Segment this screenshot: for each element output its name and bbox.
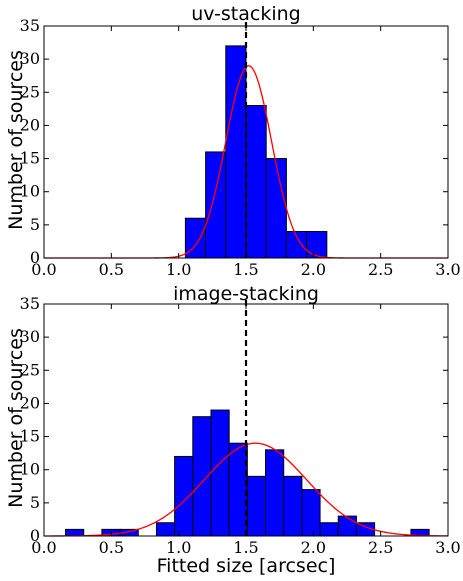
histogram-bar [301, 489, 321, 537]
chart-title: image-stacking [173, 283, 319, 305]
y-tick-label: 15 [20, 427, 40, 446]
x-tick-label: 2.0 [301, 538, 326, 557]
y-tick-label: 25 [20, 82, 40, 101]
y-tick-label: 5 [30, 215, 40, 234]
histogram-bar [319, 522, 339, 537]
y-ticks: 0 5 10 15 20 25 30 35 [20, 294, 448, 545]
histogram-bar [246, 475, 267, 537]
y-tick-label: 25 [20, 360, 40, 379]
chart-title: uv-stacking [191, 3, 300, 25]
bars [184, 45, 328, 259]
histogram-bar [155, 522, 176, 537]
y-tick-label: 0 [30, 526, 40, 545]
histogram-bar [265, 158, 287, 259]
histogram-bar [245, 105, 267, 259]
panel-image-stacking: image-stacking Number of sources 0.0 0.5 1… [5, 283, 461, 577]
y-tick-label: 0 [30, 248, 40, 267]
histogram-bar [265, 449, 285, 537]
x-tick-label: 0.5 [99, 260, 124, 279]
y-tick-label: 10 [20, 182, 40, 201]
y-tick-label: 35 [20, 294, 40, 313]
x-tick-label: 1.5 [233, 538, 258, 557]
histogram-bar [174, 455, 194, 537]
histogram-bar [283, 475, 303, 537]
y-tick-label: 10 [20, 460, 40, 479]
y-tick-label: 15 [20, 149, 40, 168]
x-tick-label: 1.5 [233, 260, 258, 279]
y-tick-label: 5 [30, 493, 40, 512]
x-tick-label: 3.0 [435, 260, 460, 279]
histogram-bar [306, 230, 328, 259]
x-tick-label: 0.0 [31, 538, 56, 557]
histogram-bar [205, 151, 227, 259]
bars [65, 409, 430, 537]
histogram-bar [210, 409, 230, 537]
y-tick-label: 20 [20, 115, 40, 134]
x-tick-label: 0.5 [99, 538, 124, 557]
x-tick-label: 1.0 [166, 260, 191, 279]
y-tick-label: 30 [20, 327, 40, 346]
histogram-bar [192, 416, 212, 537]
x-tick-label: 0.0 [31, 260, 56, 279]
x-ticks: 0.0 0.5 1.0 1.5 2.0 2.5 3.0 [31, 26, 461, 279]
y-tick-label: 30 [20, 49, 40, 68]
x-tick-label: 2.5 [368, 538, 393, 557]
y-tick-label: 35 [20, 16, 40, 35]
y-ticks: 0 5 10 15 20 25 30 35 [20, 16, 448, 267]
histogram-bar [65, 528, 85, 537]
y-axis-label: Number of sources [5, 328, 27, 508]
x-tick-label: 2.0 [301, 260, 326, 279]
x-tick-label: 1.0 [166, 538, 191, 557]
x-axis-label: Fitted size [arcsec] [157, 555, 336, 577]
histogram-bar [225, 45, 247, 259]
histogram-bar [337, 515, 357, 537]
panel-uv-stacking: uv-stacking Number of sources 0.0 0.5 1.0 1… [5, 3, 461, 279]
y-axis-label: Number of sources [5, 50, 27, 230]
x-ticks: 0.0 0.5 1.0 1.5 2.0 2.5 3.0 [31, 304, 461, 557]
y-tick-label: 20 [20, 393, 40, 412]
histogram-bar [228, 442, 248, 537]
x-tick-label: 3.0 [435, 538, 460, 557]
x-tick-label: 2.5 [368, 260, 393, 279]
